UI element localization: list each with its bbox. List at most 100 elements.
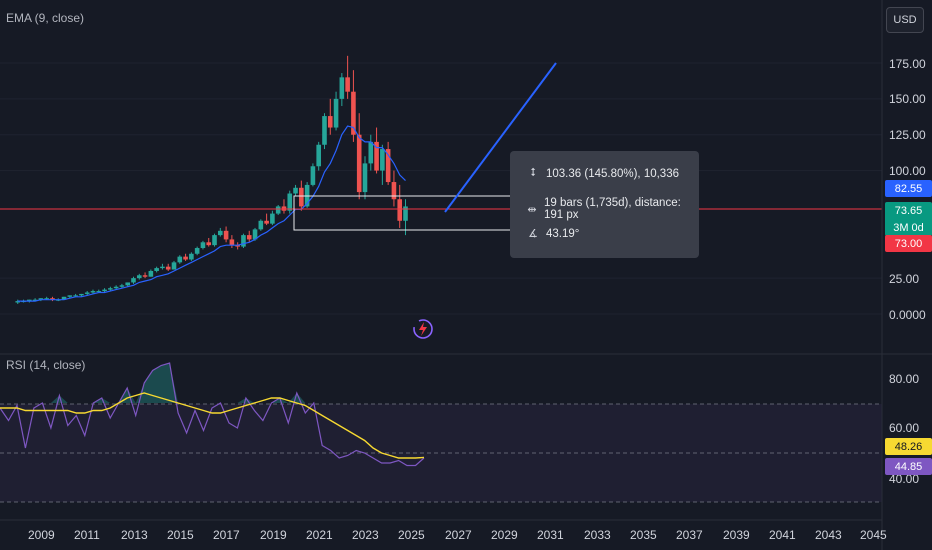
candle xyxy=(200,240,206,250)
price-tick: 150.00 xyxy=(889,92,926,106)
rsi-line xyxy=(0,362,425,467)
rsi-ma-line xyxy=(0,392,425,459)
candle xyxy=(246,230,252,243)
lightning-icon[interactable] xyxy=(412,318,434,340)
time-label: 2045 xyxy=(860,528,887,542)
time-label: 2037 xyxy=(676,528,703,542)
candle xyxy=(380,144,385,185)
time-label: 2011 xyxy=(74,528,100,542)
currency-button[interactable]: USD xyxy=(886,7,924,33)
candle xyxy=(351,70,356,142)
candle xyxy=(270,210,275,226)
countdown-tag: 3M 0d xyxy=(885,219,932,236)
candle xyxy=(385,141,391,185)
rsi-tick: 40.00 xyxy=(889,472,920,486)
rsi-tag: 44.85 xyxy=(885,458,932,475)
time-label: 2027 xyxy=(445,528,472,542)
candle xyxy=(108,286,113,292)
candle xyxy=(322,113,327,150)
rsi-ma-tag: 48.26 xyxy=(885,438,932,455)
last-price-tag: 73.65 xyxy=(885,202,932,219)
candle xyxy=(275,204,281,216)
rsi-tick: 60.00 xyxy=(889,421,920,435)
candle xyxy=(15,299,21,304)
candle xyxy=(293,184,298,197)
measure-tooltip: ⭥ 103.36 (145.80%), 10,336 ⇹ 19 bars (1,… xyxy=(510,151,699,258)
candle xyxy=(403,199,408,236)
candle xyxy=(194,246,200,256)
candle xyxy=(362,156,368,200)
price-tick: 100.00 xyxy=(889,164,926,178)
candle xyxy=(142,272,148,279)
candle xyxy=(189,252,194,261)
rsi-panel[interactable] xyxy=(0,353,932,503)
candle xyxy=(316,141,321,171)
candle xyxy=(223,226,229,243)
grid-lines xyxy=(0,62,882,315)
price-tick: 25.00 xyxy=(889,272,920,286)
trend-line[interactable] xyxy=(444,62,557,213)
time-label: 2013 xyxy=(121,528,148,542)
candle xyxy=(258,219,264,231)
time-label: 2015 xyxy=(167,528,194,542)
candle xyxy=(50,296,55,302)
time-label: 2025 xyxy=(398,528,425,542)
time-label: 2017 xyxy=(213,528,240,542)
candle xyxy=(356,113,362,200)
time-label: 2039 xyxy=(723,528,750,542)
ema-indicator-title[interactable]: EMA (9, close) xyxy=(6,11,85,25)
time-label: 2019 xyxy=(260,528,287,542)
candle xyxy=(183,253,188,261)
price-tick: 175.00 xyxy=(889,57,926,71)
ema-value-tag: 82.55 xyxy=(885,180,932,197)
candle xyxy=(218,227,223,237)
candle xyxy=(281,199,287,214)
candlestick-series xyxy=(15,55,408,304)
time-label: 2035 xyxy=(630,528,657,542)
horizontal-range-icon: ⇹ xyxy=(527,203,537,216)
price-tick: 0.0000 xyxy=(889,308,926,322)
candle xyxy=(160,263,165,270)
candle xyxy=(368,134,374,171)
candle xyxy=(235,242,240,250)
candle xyxy=(113,285,119,290)
candle xyxy=(339,73,345,107)
candle xyxy=(229,235,235,249)
candle xyxy=(333,91,339,131)
rsi-indicator-title[interactable]: RSI (14, close) xyxy=(6,358,86,372)
price-change-text: 103.36 (145.80%), 10,336 xyxy=(546,167,679,180)
ema-line xyxy=(17,125,406,302)
measure-rectangle[interactable] xyxy=(293,195,512,231)
candle xyxy=(374,127,379,174)
time-label: 2043 xyxy=(815,528,842,542)
low-price-tag: 73.00 xyxy=(885,235,932,252)
bars-distance-text: 19 bars (1,735d), distance: 191 px xyxy=(543,197,681,221)
candle xyxy=(241,233,246,249)
time-label: 2029 xyxy=(491,528,518,542)
candle xyxy=(154,266,159,273)
time-label: 2023 xyxy=(352,528,379,542)
candle xyxy=(310,163,316,187)
candle xyxy=(177,255,183,264)
candle xyxy=(391,170,397,207)
time-label: 2031 xyxy=(537,528,564,542)
candle xyxy=(84,291,90,296)
angle-icon: ∡ xyxy=(528,228,538,240)
time-label: 2009 xyxy=(28,528,55,542)
candle xyxy=(125,282,131,287)
candle xyxy=(287,190,293,214)
candle xyxy=(206,237,212,247)
time-label: 2021 xyxy=(306,528,333,542)
candle xyxy=(171,260,177,270)
candle xyxy=(165,263,171,271)
candle xyxy=(102,288,107,293)
price-tick: 125.00 xyxy=(889,128,926,142)
candle xyxy=(327,98,333,135)
angle-text: 43.19° xyxy=(546,227,580,240)
candle xyxy=(345,55,350,99)
time-label: 2033 xyxy=(584,528,611,542)
candle xyxy=(397,184,403,228)
candle xyxy=(212,233,217,247)
candle xyxy=(90,289,96,294)
